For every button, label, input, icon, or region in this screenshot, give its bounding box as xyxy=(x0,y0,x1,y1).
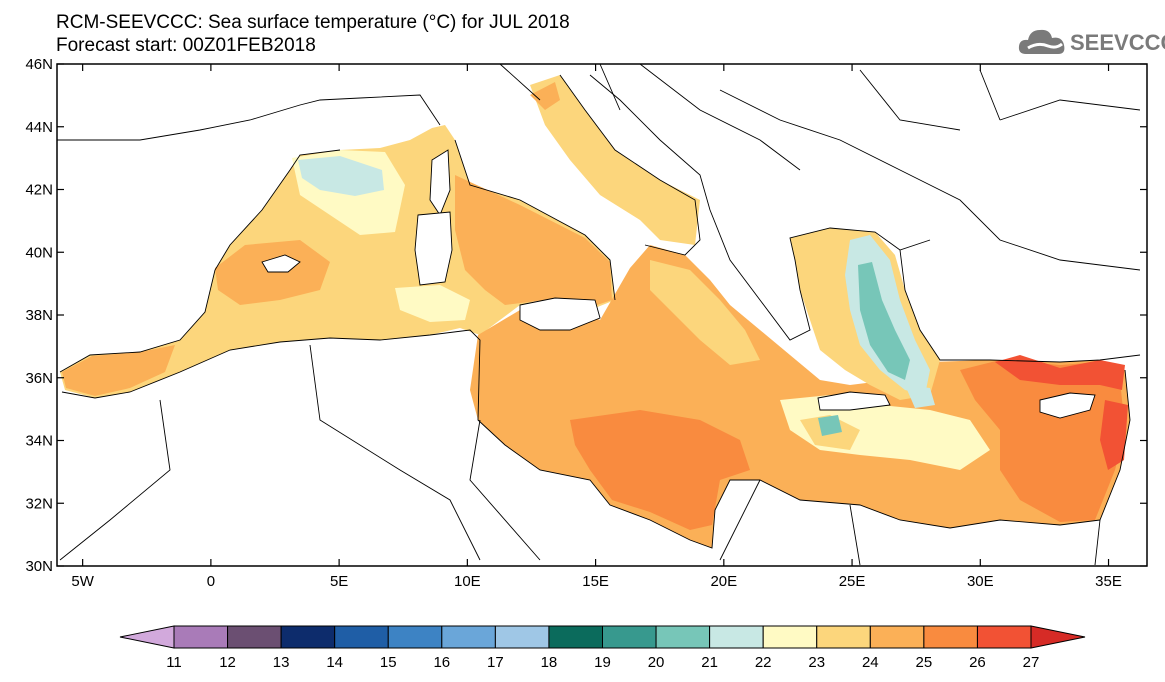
region-north-adriatic xyxy=(530,82,560,110)
colorbar-box xyxy=(869,625,925,649)
lat-label: 44N xyxy=(25,119,53,136)
coast-turkey xyxy=(899,249,1141,363)
logo-text: SEEVCCC xyxy=(1070,30,1165,55)
region-balearic xyxy=(215,240,330,305)
map-title: RCM-SEEVCCC: Sea surface temperature (°C… xyxy=(56,12,570,33)
coast-north-africa xyxy=(61,329,1101,549)
colorbar-label: 23 xyxy=(808,654,825,671)
sst-field xyxy=(60,75,1130,548)
colorbar-box xyxy=(548,625,603,649)
region-crete-cold-spot xyxy=(818,415,842,436)
colorbar-box xyxy=(441,625,496,649)
lat-label: 38N xyxy=(25,307,53,324)
region-lion-core xyxy=(298,156,384,196)
lon-axis: 5W 0 5E 10E 15E 20E 25E 30E 35E xyxy=(71,64,1122,590)
colorbar-box xyxy=(227,625,282,649)
forecast-start: Forecast start: 00Z01FEB2018 xyxy=(56,35,316,56)
colorbar-label: 27 xyxy=(1023,654,1040,671)
island-cyprus xyxy=(1039,392,1096,419)
colorbar-label: 18 xyxy=(541,654,558,671)
border-lines xyxy=(59,63,1141,566)
lon-label: 20E xyxy=(710,573,737,590)
region-levant-coast xyxy=(1100,400,1128,470)
colorbar-box xyxy=(709,625,764,649)
region-adriatic xyxy=(530,75,700,245)
colorbar: 11 12 13 14 15 16 17 18 19 20 21 22 23 24 25 26 27 xyxy=(119,625,1086,671)
lon-label: 0 xyxy=(207,573,215,590)
colorbar-label: 24 xyxy=(862,654,879,671)
lat-label: 46N xyxy=(25,56,53,73)
region-tyrrhenian xyxy=(455,175,612,308)
region-levantine-hot xyxy=(995,355,1125,390)
region-sardinia-channel xyxy=(395,285,470,322)
seevccc-logo: SEEVCCC xyxy=(1018,24,1165,60)
island-sicily xyxy=(519,297,601,331)
islands xyxy=(261,149,1096,419)
coast-iberia xyxy=(57,94,441,373)
colorbar-box xyxy=(334,625,389,649)
lon-label: 25E xyxy=(839,573,866,590)
colorbar-box xyxy=(387,625,443,649)
coast-levant xyxy=(1094,369,1131,566)
colorbar-label: 17 xyxy=(487,654,504,671)
colorbar-label: 21 xyxy=(701,654,718,671)
colorbar-label: 26 xyxy=(969,654,986,671)
lat-axis: 46N 44N 42N 40N 38N 36N 34N 32N 30N xyxy=(25,56,1147,575)
region-aegean-cold xyxy=(858,262,910,380)
lat-label: 36N xyxy=(25,370,53,387)
island-crete xyxy=(817,391,891,411)
colorbar-box xyxy=(280,625,336,649)
colorbar-label: 22 xyxy=(755,654,772,671)
region-alboran xyxy=(62,345,175,396)
colorbar-box xyxy=(923,625,978,649)
colorbar-label: 15 xyxy=(380,654,397,671)
lon-label: 5E xyxy=(330,573,348,590)
colorbar-arrow-low xyxy=(119,625,175,649)
region-south-crete xyxy=(780,395,990,470)
colorbar-label: 13 xyxy=(273,654,290,671)
colorbar-box xyxy=(976,625,1032,649)
colorbar-label: 12 xyxy=(219,654,236,671)
colorbar-box xyxy=(816,625,871,649)
colorbar-label: 11 xyxy=(166,654,182,671)
colorbar-box xyxy=(762,625,818,649)
lat-label: 32N xyxy=(25,495,53,512)
colorbar-box xyxy=(173,625,229,649)
lat-label: 42N xyxy=(25,182,53,199)
colorbar-box xyxy=(602,625,657,649)
region-ionian-cool xyxy=(650,260,760,365)
region-ionian-warm xyxy=(570,410,750,530)
island-mallorca xyxy=(261,254,301,273)
lat-label: 40N xyxy=(25,244,53,261)
cloud-icon xyxy=(1018,29,1065,54)
colorbar-label: 14 xyxy=(326,654,343,671)
colorbar-label: 20 xyxy=(648,654,665,671)
island-sardinia xyxy=(414,211,453,286)
colorbar-box xyxy=(655,625,711,649)
region-aegean-cool-2 xyxy=(905,385,935,408)
coast-italy xyxy=(454,74,701,301)
colorbar-label: 16 xyxy=(433,654,450,671)
lon-label: 15E xyxy=(582,573,609,590)
lat-label: 34N xyxy=(25,433,53,450)
coast-balkans xyxy=(589,74,931,341)
colorbar-arrow-high xyxy=(1030,625,1086,649)
coastlines xyxy=(57,63,1141,566)
lon-label: 30E xyxy=(967,573,994,590)
lat-label: 30N xyxy=(25,558,53,575)
colorbar-label: 19 xyxy=(594,654,611,671)
colorbar-label: 25 xyxy=(916,654,933,671)
lon-label: 5W xyxy=(71,573,94,590)
colorbar-box xyxy=(494,625,550,649)
island-corsica xyxy=(429,149,451,216)
lon-label: 10E xyxy=(454,573,481,590)
lon-label: 35E xyxy=(1095,573,1122,590)
